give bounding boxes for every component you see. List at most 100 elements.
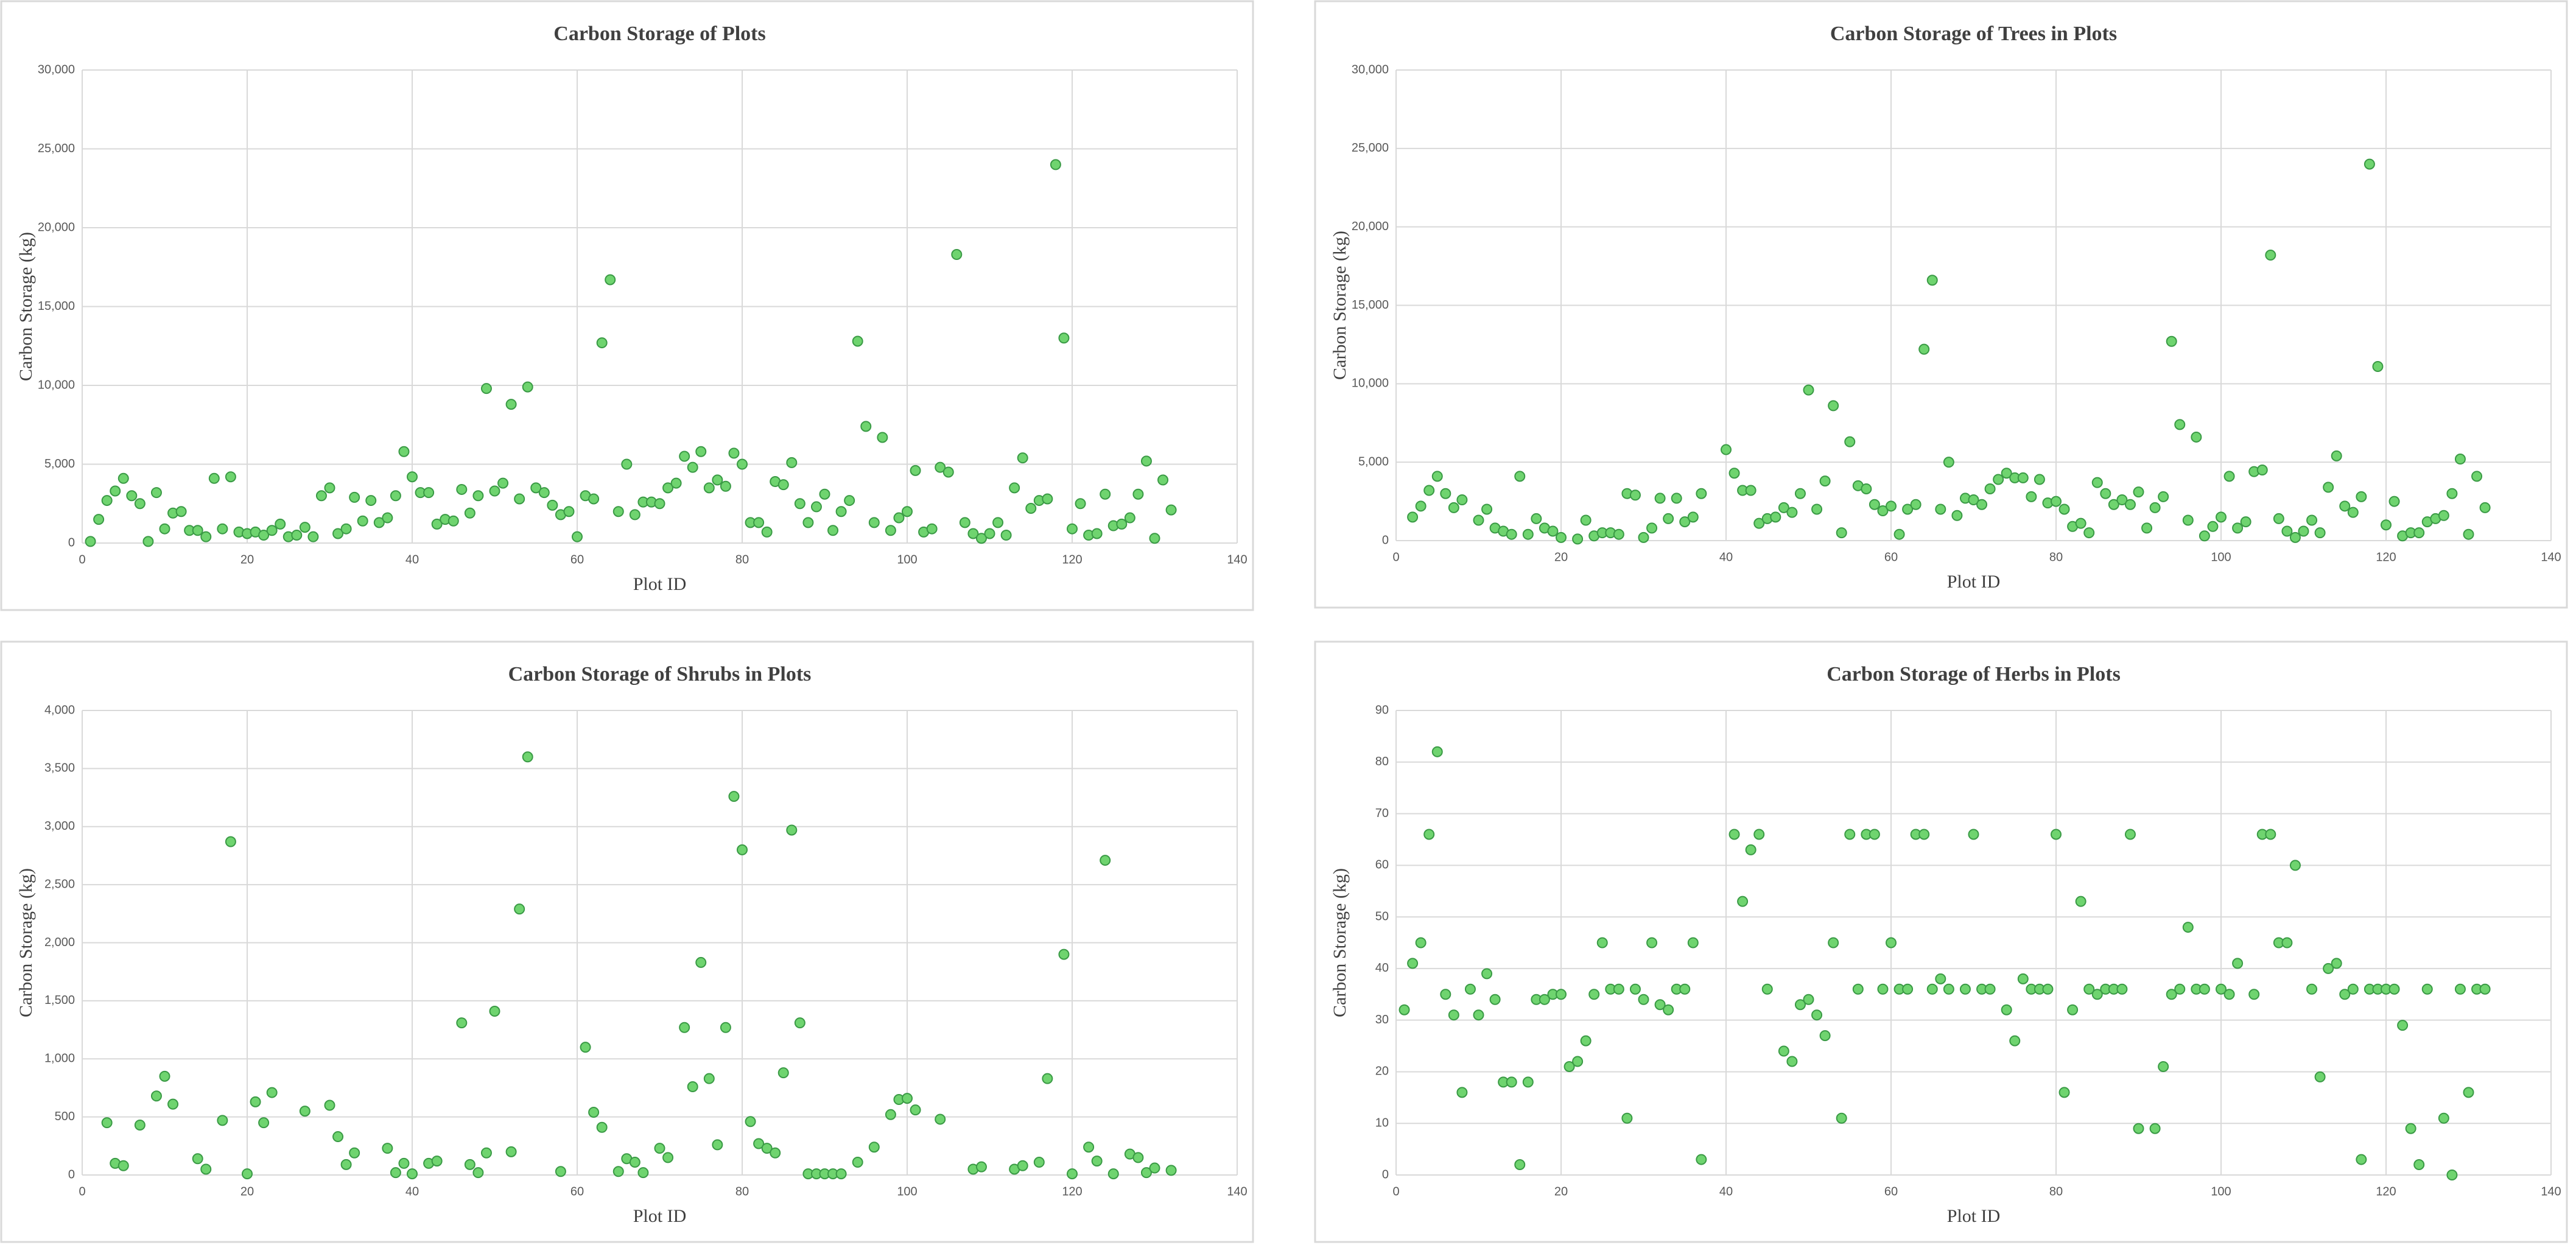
data-point <box>315 490 327 502</box>
data-point <box>1107 1168 1119 1180</box>
data-point <box>1844 829 1856 840</box>
data-point <box>2017 472 2029 483</box>
data-point <box>530 482 542 494</box>
panel <box>0 0 1254 611</box>
data-point <box>150 1090 162 1102</box>
data-point <box>893 512 905 524</box>
data-point <box>1836 527 1847 539</box>
data-point <box>1556 989 1567 1000</box>
x-tick-label: 100 <box>2211 1185 2231 1198</box>
data-point <box>299 522 311 533</box>
data-point <box>1828 400 1839 412</box>
data-point <box>2091 989 2103 1000</box>
data-point <box>844 495 855 507</box>
data-point <box>1976 499 1988 510</box>
data-point <box>258 1117 270 1129</box>
panel <box>0 640 1254 1243</box>
x-tick-label: 60 <box>1884 1185 1898 1198</box>
y-tick-label: 1,000 <box>44 1052 75 1065</box>
x-tick-label: 140 <box>2541 550 2561 564</box>
data-point <box>728 447 740 459</box>
data-point <box>1165 1165 1177 1176</box>
y-tick-label: 20,000 <box>1352 220 1389 233</box>
data-point <box>447 515 459 527</box>
data-point <box>134 1119 146 1131</box>
data-point <box>1753 517 1765 529</box>
data-point <box>2463 528 2474 540</box>
data-point <box>1753 829 1765 840</box>
x-tick-label: 40 <box>405 1185 419 1198</box>
y-tick-label: 10,000 <box>38 378 75 391</box>
x-tick-label: 100 <box>897 553 917 566</box>
data-point <box>1481 968 1493 980</box>
data-point <box>2314 1071 2326 1082</box>
data-point <box>1951 510 1963 521</box>
data-point <box>910 465 921 476</box>
data-point <box>2463 1087 2474 1098</box>
data-point <box>2199 983 2210 995</box>
data-point <box>712 1139 723 1151</box>
data-point <box>2199 530 2210 542</box>
data-point <box>142 536 154 547</box>
data-point <box>2182 514 2194 526</box>
data-point <box>2232 958 2244 969</box>
data-point <box>1058 949 1070 960</box>
data-point <box>1415 500 1427 512</box>
data-point <box>1440 989 1451 1000</box>
y-tick-label: 0 <box>1382 1168 1389 1181</box>
data-point <box>2216 983 2227 995</box>
data-point <box>275 518 286 530</box>
data-point <box>538 487 550 499</box>
data-point <box>1861 483 1872 494</box>
data-point <box>2281 937 2293 949</box>
y-tick-label: 60 <box>1375 858 1389 872</box>
data-point <box>1638 994 1649 1005</box>
data-point <box>819 488 830 500</box>
data-point <box>1456 494 1468 506</box>
data-point <box>572 531 583 542</box>
data-point <box>1017 452 1028 464</box>
data-point <box>340 1159 352 1170</box>
data-point <box>324 1099 335 1111</box>
data-point <box>2454 454 2466 465</box>
data-point <box>761 526 773 538</box>
data-point <box>2405 1123 2416 1134</box>
data-point <box>1811 503 1823 515</box>
data-point <box>1968 829 1979 840</box>
data-point <box>1000 530 1012 541</box>
data-point <box>2323 963 2334 974</box>
data-point <box>1556 531 1567 543</box>
x-tick-label: 40 <box>405 553 419 566</box>
data-point <box>2166 989 2177 1000</box>
data-point <box>431 518 443 530</box>
data-point <box>1572 533 1584 545</box>
data-point <box>2001 468 2012 479</box>
data-point <box>1431 471 1443 482</box>
data-point <box>2306 514 2318 526</box>
data-point <box>208 472 220 484</box>
data-point <box>1572 1056 1584 1067</box>
y-tick-label: 3,000 <box>44 819 75 833</box>
data-point <box>2273 513 2284 524</box>
x-axis-title: Plot ID <box>1947 572 2001 592</box>
data-point <box>1728 468 1740 479</box>
y-tick-label: 3,500 <box>44 762 75 775</box>
data-point <box>1116 518 1128 530</box>
data-point <box>1663 513 1674 524</box>
y-tick-label: 15,000 <box>38 300 75 313</box>
data-point <box>1140 1167 1152 1179</box>
data-point <box>984 528 995 539</box>
data-point <box>1646 937 1658 949</box>
data-point <box>2356 1154 2367 1165</box>
data-point <box>407 471 418 483</box>
data-point <box>472 490 484 502</box>
data-point <box>1563 1061 1575 1072</box>
data-point <box>860 421 872 432</box>
data-point <box>2158 491 2169 502</box>
data-point <box>975 533 987 544</box>
data-point <box>365 495 377 507</box>
data-point <box>1728 829 1740 840</box>
data-point <box>2149 502 2161 513</box>
data-point <box>2446 488 2458 499</box>
data-point <box>1910 499 1921 510</box>
